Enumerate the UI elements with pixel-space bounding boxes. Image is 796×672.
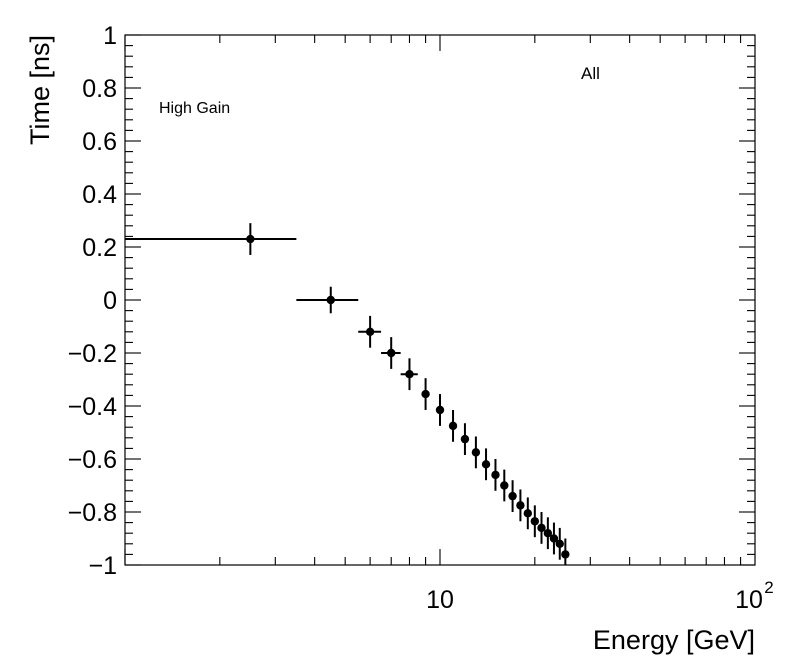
data-point — [435, 394, 445, 426]
x-tick-label: 10 — [735, 586, 763, 614]
data-points — [125, 223, 570, 565]
data-marker — [500, 481, 509, 490]
data-marker — [537, 523, 546, 533]
data-point — [543, 517, 553, 550]
data-point — [125, 223, 297, 255]
data-marker — [246, 234, 255, 244]
data-point — [561, 538, 570, 565]
data-marker — [530, 517, 540, 526]
data-marker — [405, 370, 414, 379]
data-point — [358, 315, 382, 348]
data-point — [516, 489, 525, 522]
data-point — [537, 512, 546, 544]
data-marker — [435, 405, 445, 415]
x-tick-label: 10 — [426, 586, 454, 614]
data-marker — [543, 529, 553, 538]
data-marker — [481, 460, 491, 469]
data-point — [460, 423, 470, 456]
data-marker — [491, 470, 500, 480]
y-tick-label: −0.8 — [68, 499, 117, 527]
x-axis-label: Energy [GeV] — [593, 625, 755, 655]
data-point — [296, 286, 359, 314]
data-marker — [555, 539, 564, 548]
data-point — [523, 497, 533, 530]
y-tick-label: −0.2 — [68, 340, 117, 368]
data-point — [471, 436, 481, 469]
x-tick-label-exponent: 2 — [764, 578, 773, 597]
data-marker — [471, 448, 481, 457]
data-marker — [448, 421, 458, 431]
data-point — [400, 358, 418, 391]
data-marker — [421, 389, 430, 399]
data-point — [481, 448, 491, 481]
data-marker — [460, 434, 470, 444]
data-marker — [387, 348, 396, 358]
data-point — [555, 527, 564, 560]
y-tick-label: 0.6 — [82, 128, 117, 156]
y-tick-labels: −1 −0.8 −0.6 −0.4 −0.2 0 0.2 0.4 0.6 0.8 1 — [68, 22, 117, 580]
data-point — [448, 409, 458, 442]
y-tick-label: 0.4 — [82, 181, 117, 209]
data-point — [491, 459, 500, 491]
data-marker — [516, 501, 525, 510]
data-point — [530, 505, 540, 538]
data-marker — [561, 550, 570, 559]
data-point — [381, 337, 401, 369]
data-marker — [508, 491, 517, 501]
x-tick-labels: 10 10 2 — [426, 578, 774, 614]
data-marker — [326, 295, 335, 305]
data-point — [508, 480, 517, 512]
data-marker — [549, 534, 559, 543]
data-marker — [365, 327, 375, 336]
data-point — [421, 378, 430, 410]
set-label: All — [581, 64, 600, 83]
y-tick-label: −0.4 — [68, 393, 117, 421]
data-point — [500, 469, 509, 502]
y-axis-label: Time [ns] — [25, 35, 55, 145]
y-tick-label: 0.2 — [82, 234, 117, 262]
y-tick-label: 1 — [103, 22, 117, 50]
gain-label: High Gain — [159, 100, 230, 117]
y-tick-label: −0.6 — [68, 446, 117, 474]
data-point — [549, 522, 559, 555]
data-marker — [523, 509, 533, 518]
y-tick-label: 0.8 — [82, 75, 117, 103]
axis-ticks — [124, 34, 755, 566]
y-tick-label: −1 — [88, 552, 117, 580]
y-tick-label: 0 — [103, 287, 117, 315]
